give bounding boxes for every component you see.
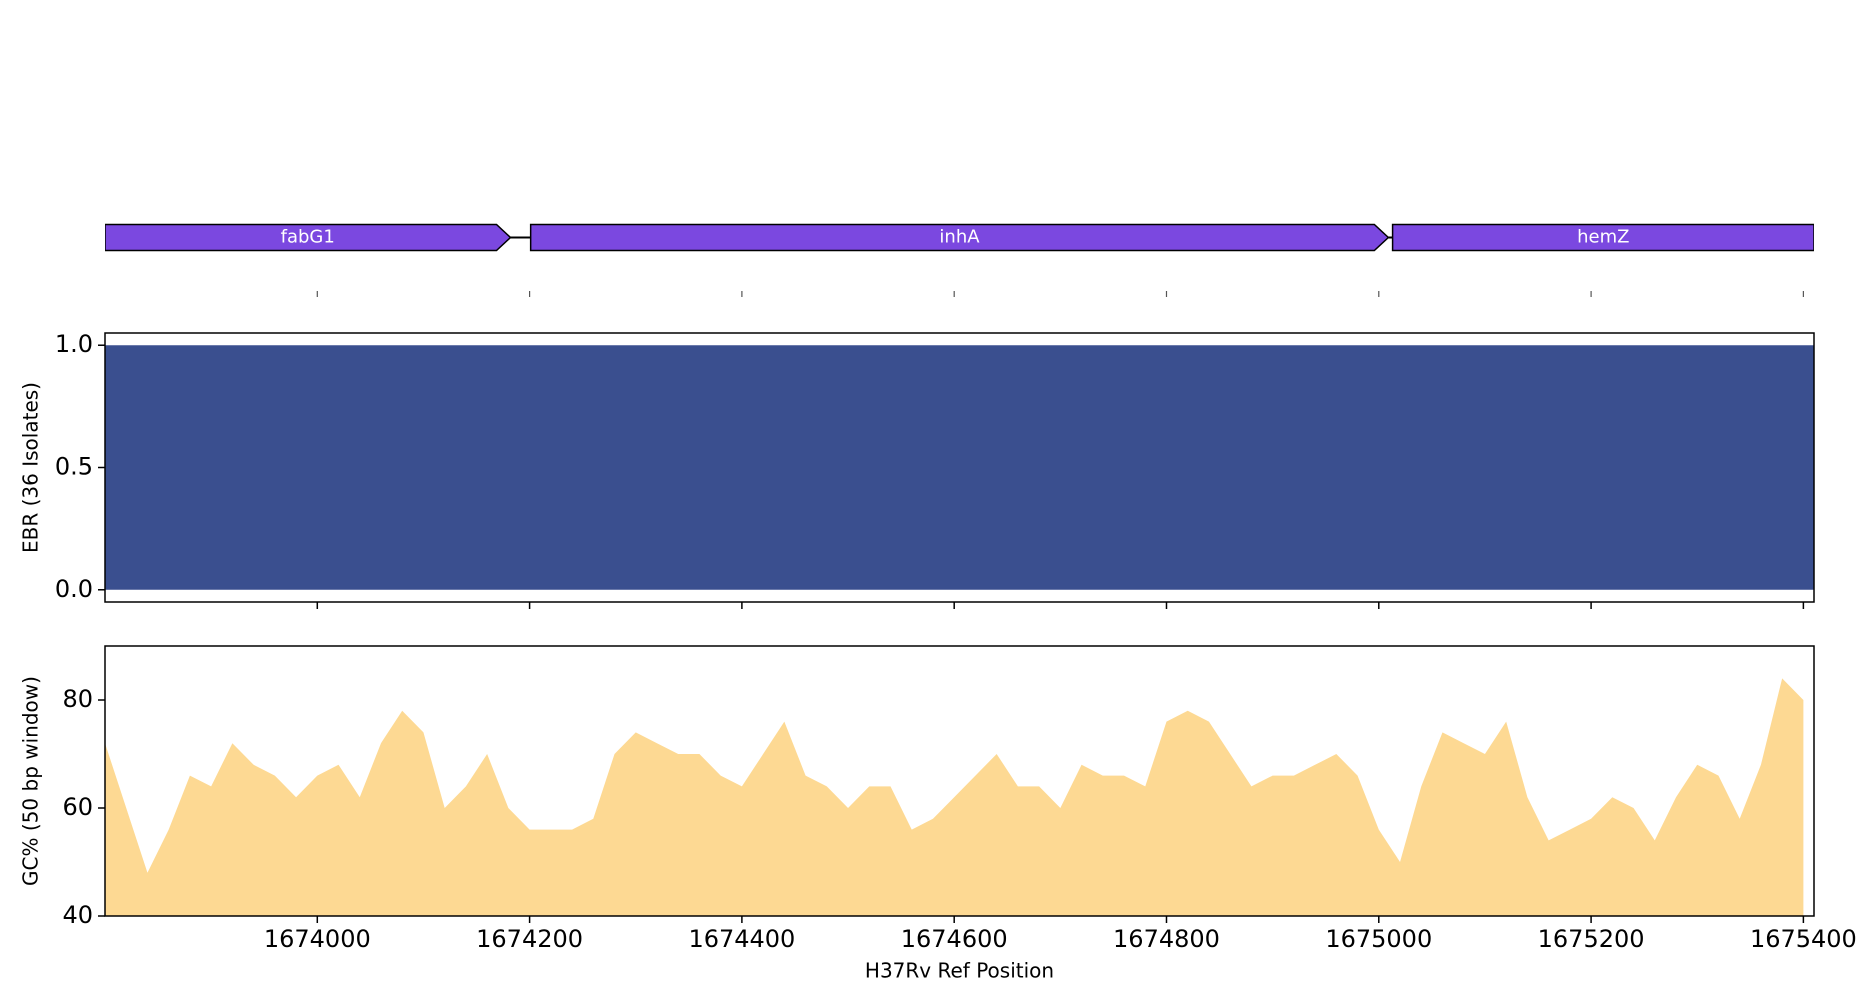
x-tick-label: 1675200 [1538, 925, 1645, 953]
gene-label: inhA [939, 227, 980, 248]
gene-arrow [1391, 223, 1814, 252]
y-axis-label: EBR (36 Isolates) [19, 382, 43, 553]
x-tick-label: 1675400 [1750, 925, 1857, 953]
x-tick-label: 1674400 [688, 925, 795, 953]
x-tick-label: 1674600 [901, 925, 1008, 953]
y-tick-label: 40 [62, 901, 93, 929]
area [105, 345, 1814, 590]
y-tick-label: 0.5 [55, 453, 93, 481]
x-axis-label: H37Rv Ref Position [865, 959, 1054, 983]
y-axis-label: GC% (50 bp window) [19, 676, 43, 886]
y-tick-label: 1.0 [55, 330, 93, 358]
y-tick-label: 80 [62, 685, 93, 713]
area [105, 678, 1804, 916]
y-tick-label: 0.0 [55, 575, 93, 603]
gene-label: fabG1 [281, 227, 335, 248]
y-tick-label: 60 [62, 793, 93, 821]
gene-label: hemZ [1577, 227, 1629, 248]
x-tick-label: 1674000 [264, 925, 371, 953]
axes-frame [104, 645, 1815, 917]
gene-arrow [529, 223, 1390, 252]
gene-arrow [105, 223, 512, 252]
x-tick-label: 1675000 [1325, 925, 1432, 953]
x-tick-label: 1674800 [1113, 925, 1220, 953]
x-tick-label: 1674200 [476, 925, 583, 953]
